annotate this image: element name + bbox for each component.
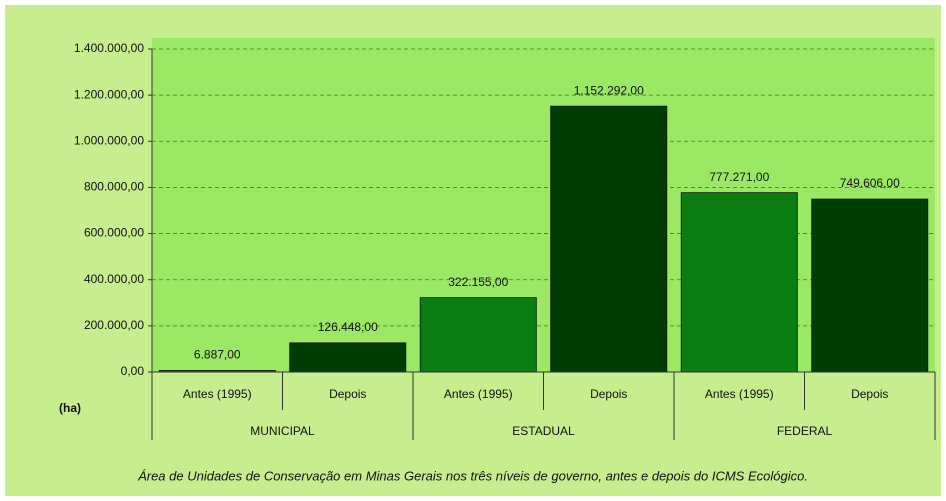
y-axis-label: (ha) bbox=[59, 401, 81, 415]
data-label: 6.887,00 bbox=[194, 348, 241, 362]
x-tick-label: Depois bbox=[851, 387, 888, 401]
bar bbox=[811, 198, 929, 373]
x-tick-label: Antes (1995) bbox=[183, 387, 252, 401]
data-label: 322.155,00 bbox=[448, 275, 508, 289]
bar bbox=[550, 105, 668, 373]
y-tick-label: 1.000.000,00 bbox=[74, 133, 144, 147]
group-label: MUNICIPAL bbox=[250, 424, 315, 438]
x-tick-label: Antes (1995) bbox=[444, 387, 513, 401]
bar bbox=[419, 297, 537, 373]
data-label: 126.448,00 bbox=[318, 320, 378, 334]
data-label: 777.271,00 bbox=[709, 170, 769, 184]
y-tick-label: 800.000,00 bbox=[84, 180, 144, 194]
x-tick-label: Antes (1995) bbox=[705, 387, 774, 401]
plot-area bbox=[152, 38, 935, 372]
data-label: 1.152.292,00 bbox=[574, 83, 644, 97]
data-label: 749.606,00 bbox=[840, 176, 900, 190]
x-tick-label: Depois bbox=[590, 387, 627, 401]
y-tick-label: 400.000,00 bbox=[84, 272, 144, 286]
bar bbox=[289, 342, 407, 373]
bar bbox=[680, 192, 798, 373]
group-label: FEDERAL bbox=[777, 424, 833, 438]
y-tick-label: 600.000,00 bbox=[84, 226, 144, 240]
caption: Área de Unidades de Conservação em Minas… bbox=[137, 468, 808, 483]
y-tick-label: 0,00 bbox=[121, 364, 145, 378]
y-tick-label: 1.200.000,00 bbox=[74, 87, 144, 101]
y-tick-label: 1.400.000,00 bbox=[74, 41, 144, 55]
x-tick-label: Depois bbox=[329, 387, 366, 401]
group-label: ESTADUAL bbox=[512, 424, 575, 438]
y-tick-label: 200.000,00 bbox=[84, 318, 144, 332]
